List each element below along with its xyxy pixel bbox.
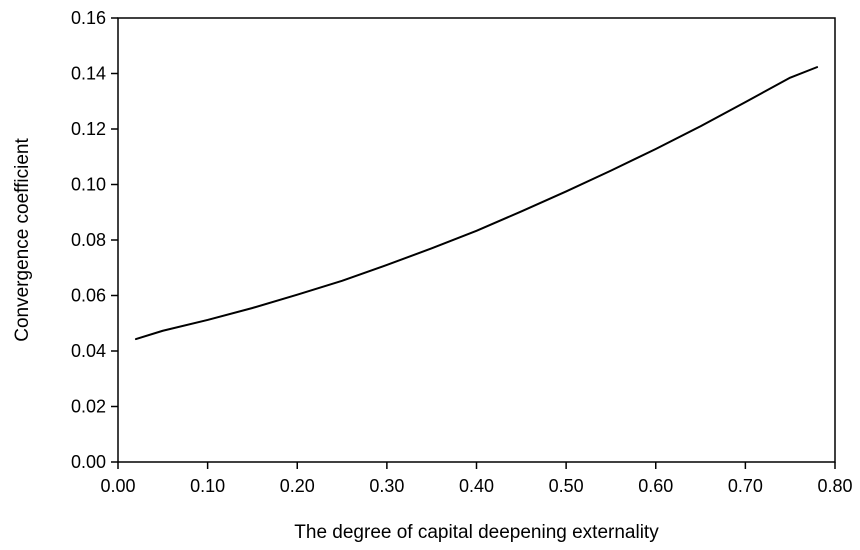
x-tick-label: 0.40 bbox=[459, 476, 494, 496]
y-tick-label: 0.02 bbox=[71, 397, 106, 417]
x-tick-label: 0.80 bbox=[817, 476, 852, 496]
x-tick-label: 0.50 bbox=[549, 476, 584, 496]
y-axis-ticks: 0.00 0.02 0.04 0.06 0.08 0.10 0.12 0.14 0.16 bbox=[71, 8, 118, 472]
plot-area-frame bbox=[117, 17, 836, 463]
series-layer bbox=[134, 66, 819, 341]
x-axis-title: The degree of capital deepening external… bbox=[294, 522, 659, 543]
y-axis-title: Convergence coefficient bbox=[12, 138, 33, 342]
x-axis-ticks: 0.00 0.10 0.20 0.30 0.40 0.50 0.60 0.70 0.80 bbox=[100, 462, 853, 496]
series-line bbox=[134, 66, 819, 341]
x-tick-label: 0.30 bbox=[369, 476, 404, 496]
y-tick-label: 0.12 bbox=[71, 119, 106, 139]
y-tick-label: 0.10 bbox=[71, 175, 106, 195]
y-tick-label: 0.14 bbox=[71, 64, 106, 84]
x-tick-label: 0.70 bbox=[728, 476, 763, 496]
y-tick-label: 0.16 bbox=[71, 8, 106, 28]
x-tick-label: 0.60 bbox=[638, 476, 673, 496]
y-tick-label: 0.08 bbox=[71, 230, 106, 250]
x-tick-label: 0.00 bbox=[100, 476, 135, 496]
y-tick-label: 0.06 bbox=[71, 286, 106, 306]
y-tick-label: 0.00 bbox=[71, 452, 106, 472]
x-tick-label: 0.10 bbox=[190, 476, 225, 496]
y-tick-label: 0.04 bbox=[71, 341, 106, 361]
x-tick-label: 0.20 bbox=[280, 476, 315, 496]
